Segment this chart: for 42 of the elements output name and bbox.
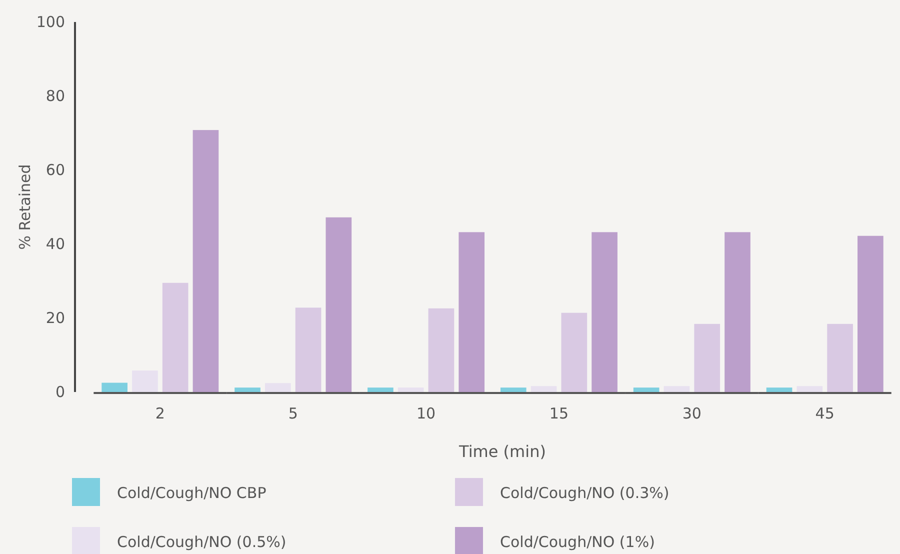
bar [295,308,322,392]
bar [561,312,588,392]
legend-label: Cold/Cough/NO (0.3%) [500,484,670,502]
bar [633,388,660,392]
legend-label: Cold/Cough/NO (0.5%) [117,533,286,551]
bar [796,386,823,392]
y-tick-label: 60 [46,160,65,179]
bar [858,236,884,392]
bar [368,388,394,392]
y-axis-title: % Retained [16,164,34,250]
legend-label: Cold/Cough/NO (1%) [500,533,655,551]
y-tick-label: 100 [36,12,65,31]
bar [664,386,690,392]
x-tick-label: 30 [682,404,702,423]
x-axis-title: Time (min) [458,442,546,461]
bar [724,232,750,392]
bar [530,386,557,392]
bar [458,232,485,392]
x-tick-label: 45 [815,404,834,423]
legend-label: Cold/Cough/NO CBP [117,484,266,502]
y-tick-label: 80 [46,86,65,105]
bar [102,382,128,392]
y-tick-label: 40 [46,234,65,253]
y-tick-label: 20 [46,308,65,327]
bar [398,388,424,392]
bar [766,388,792,392]
bar [132,370,158,392]
bar [192,130,219,392]
bar [162,282,188,392]
bar [234,388,260,392]
x-tick-label: 10 [416,404,436,423]
bar [500,388,526,392]
bar [694,324,720,392]
bar [264,383,291,392]
x-tick-label: 5 [288,404,298,423]
bar [428,308,454,392]
y-tick-label: 0 [55,382,65,401]
x-tick-label: 2 [155,404,165,423]
bar [326,217,352,392]
bar [592,232,618,392]
x-tick-label: 15 [549,404,569,423]
bar [827,324,853,392]
